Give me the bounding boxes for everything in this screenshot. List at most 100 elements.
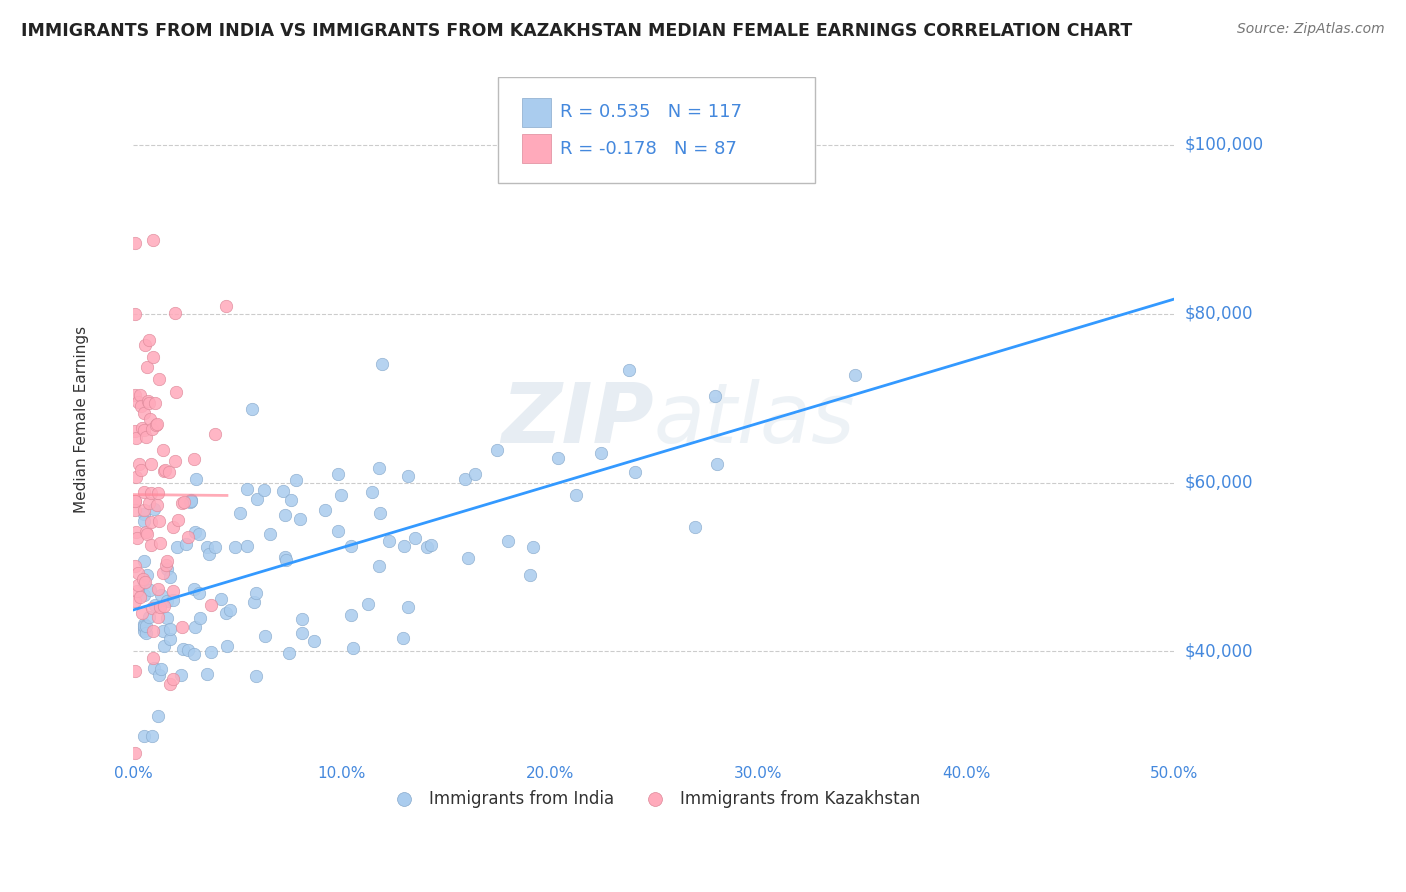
Point: [844, 368, 866, 382]
Point: [125, 584, 148, 599]
Point: [135, 524, 157, 539]
Point: [259, 527, 281, 541]
Point: [129, 463, 152, 477]
Point: [236, 483, 259, 497]
Point: [146, 609, 169, 624]
Point: [153, 639, 176, 653]
Point: [276, 553, 298, 567]
Point: [184, 472, 207, 486]
Point: [404, 531, 426, 545]
Point: [162, 520, 184, 534]
Point: [183, 452, 205, 467]
Point: [148, 668, 170, 682]
Point: [217, 639, 239, 653]
Text: R = -0.178   N = 87: R = -0.178 N = 87: [560, 139, 737, 158]
Point: [125, 431, 148, 445]
Point: [271, 483, 294, 498]
Point: [134, 576, 156, 591]
Point: [131, 421, 153, 435]
Point: [177, 643, 200, 657]
Point: [339, 607, 361, 622]
Point: [132, 406, 155, 420]
Point: [188, 610, 211, 624]
Point: [139, 515, 162, 529]
Point: [148, 582, 170, 596]
Text: ZIP: ZIP: [501, 379, 654, 459]
Point: [564, 488, 586, 502]
Point: [145, 417, 167, 432]
Point: [139, 537, 162, 551]
Point: [170, 620, 193, 634]
Point: [367, 558, 389, 573]
Point: [139, 583, 162, 598]
Point: [124, 593, 146, 607]
Point: [138, 609, 160, 624]
Point: [228, 506, 250, 520]
Point: [152, 624, 174, 639]
Point: [135, 568, 157, 582]
Point: [132, 620, 155, 634]
Text: $60,000: $60,000: [1185, 474, 1253, 491]
Point: [128, 458, 150, 472]
Point: [254, 629, 277, 643]
Point: [152, 442, 174, 457]
Point: [141, 422, 163, 436]
Point: [149, 599, 172, 614]
Point: [498, 534, 520, 549]
Point: [326, 467, 349, 481]
Point: [127, 395, 149, 409]
Point: [148, 372, 170, 386]
Point: [141, 729, 163, 743]
Point: [180, 494, 202, 508]
Point: [125, 469, 148, 483]
Point: [378, 533, 401, 548]
Point: [124, 494, 146, 508]
Point: [165, 384, 187, 399]
Point: [124, 746, 146, 760]
Point: [200, 598, 222, 612]
Point: [127, 566, 149, 581]
Point: [623, 465, 645, 479]
Point: [371, 357, 394, 371]
Point: [245, 586, 267, 600]
Point: [252, 483, 274, 497]
Point: [129, 388, 152, 402]
Point: [274, 549, 297, 564]
Point: [150, 588, 173, 602]
Point: [124, 307, 146, 321]
Point: [141, 485, 163, 500]
Text: R = 0.535   N = 117: R = 0.535 N = 117: [560, 103, 742, 121]
Point: [142, 233, 165, 247]
Point: [184, 524, 207, 539]
Point: [187, 527, 209, 541]
Point: [141, 601, 163, 615]
Point: [124, 387, 146, 401]
Point: [157, 465, 180, 479]
FancyBboxPatch shape: [522, 134, 551, 163]
Point: [291, 625, 314, 640]
Point: [284, 473, 307, 487]
Point: [162, 672, 184, 686]
Point: [142, 661, 165, 675]
Point: [132, 588, 155, 602]
Point: [131, 399, 153, 413]
Text: IMMIGRANTS FROM INDIA VS IMMIGRANTS FROM KAZAKHSTAN MEDIAN FEMALE EARNINGS CORRE: IMMIGRANTS FROM INDIA VS IMMIGRANTS FROM…: [21, 22, 1132, 40]
Point: [124, 559, 146, 574]
Point: [166, 540, 188, 554]
Point: [183, 647, 205, 661]
Point: [394, 539, 416, 553]
Point: [706, 457, 728, 471]
Point: [179, 495, 201, 509]
Point: [124, 494, 146, 508]
Point: [173, 495, 195, 509]
Point: [152, 464, 174, 478]
Point: [683, 520, 706, 534]
Point: [146, 486, 169, 500]
Point: [245, 669, 267, 683]
Point: [125, 525, 148, 540]
Point: [177, 530, 200, 544]
Point: [129, 590, 152, 604]
Point: [280, 493, 302, 508]
Point: [398, 469, 420, 483]
Point: [204, 427, 226, 442]
